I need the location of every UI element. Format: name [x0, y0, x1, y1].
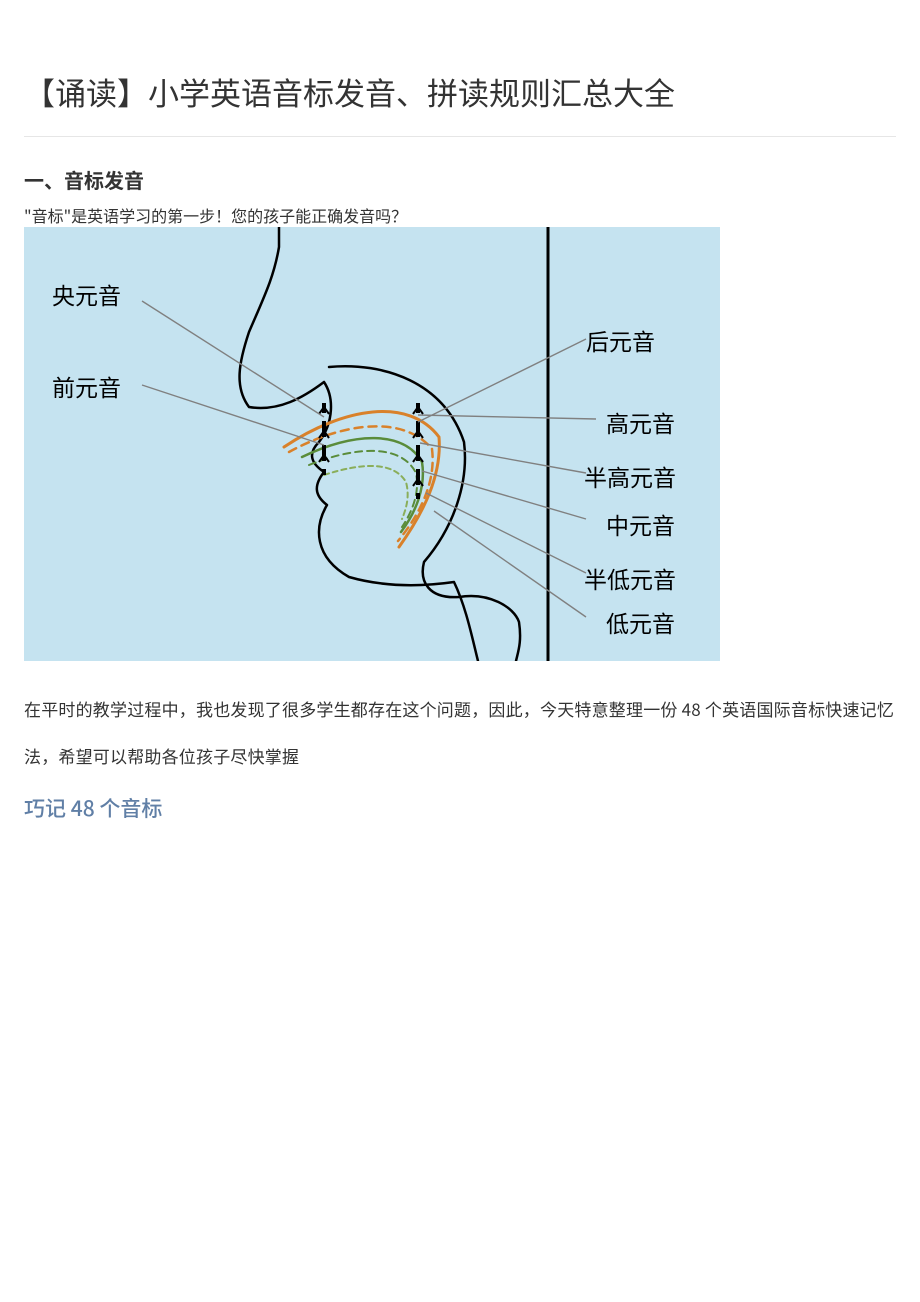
- phonetic-diagram: 央元音前元音 后元音高元音半高元音中元音半低元音低元音: [24, 227, 720, 661]
- article-content: 【诵读】小学英语音标发音、拼读规则汇总大全 一、音标发音 "音标"是英语学习的第…: [0, 0, 920, 849]
- section-heading: 一、音标发音: [24, 165, 896, 194]
- page-title: 【诵读】小学英语音标发音、拼读规则汇总大全: [24, 72, 896, 137]
- diagram-label: 低元音: [606, 605, 675, 639]
- link-heading[interactable]: 巧记 48 个音标: [24, 792, 896, 826]
- diagram-svg: [24, 227, 720, 661]
- diagram-label: 央元音: [52, 277, 121, 311]
- diagram-label: 后元音: [586, 323, 655, 357]
- diagram-label: 半高元音: [584, 459, 676, 493]
- body-text: 在平时的教学过程中，我也发现了很多学生都存在这个问题，因此，今天特意整理一份 4…: [24, 685, 896, 780]
- diagram-label: 半低元音: [584, 561, 676, 595]
- diagram-label: 高元音: [606, 405, 675, 439]
- diagram-label: 中元音: [606, 507, 675, 541]
- diagram-label: 前元音: [52, 369, 121, 403]
- intro-text: "音标"是英语学习的第一步！您的孩子能正确发音吗？: [24, 204, 896, 226]
